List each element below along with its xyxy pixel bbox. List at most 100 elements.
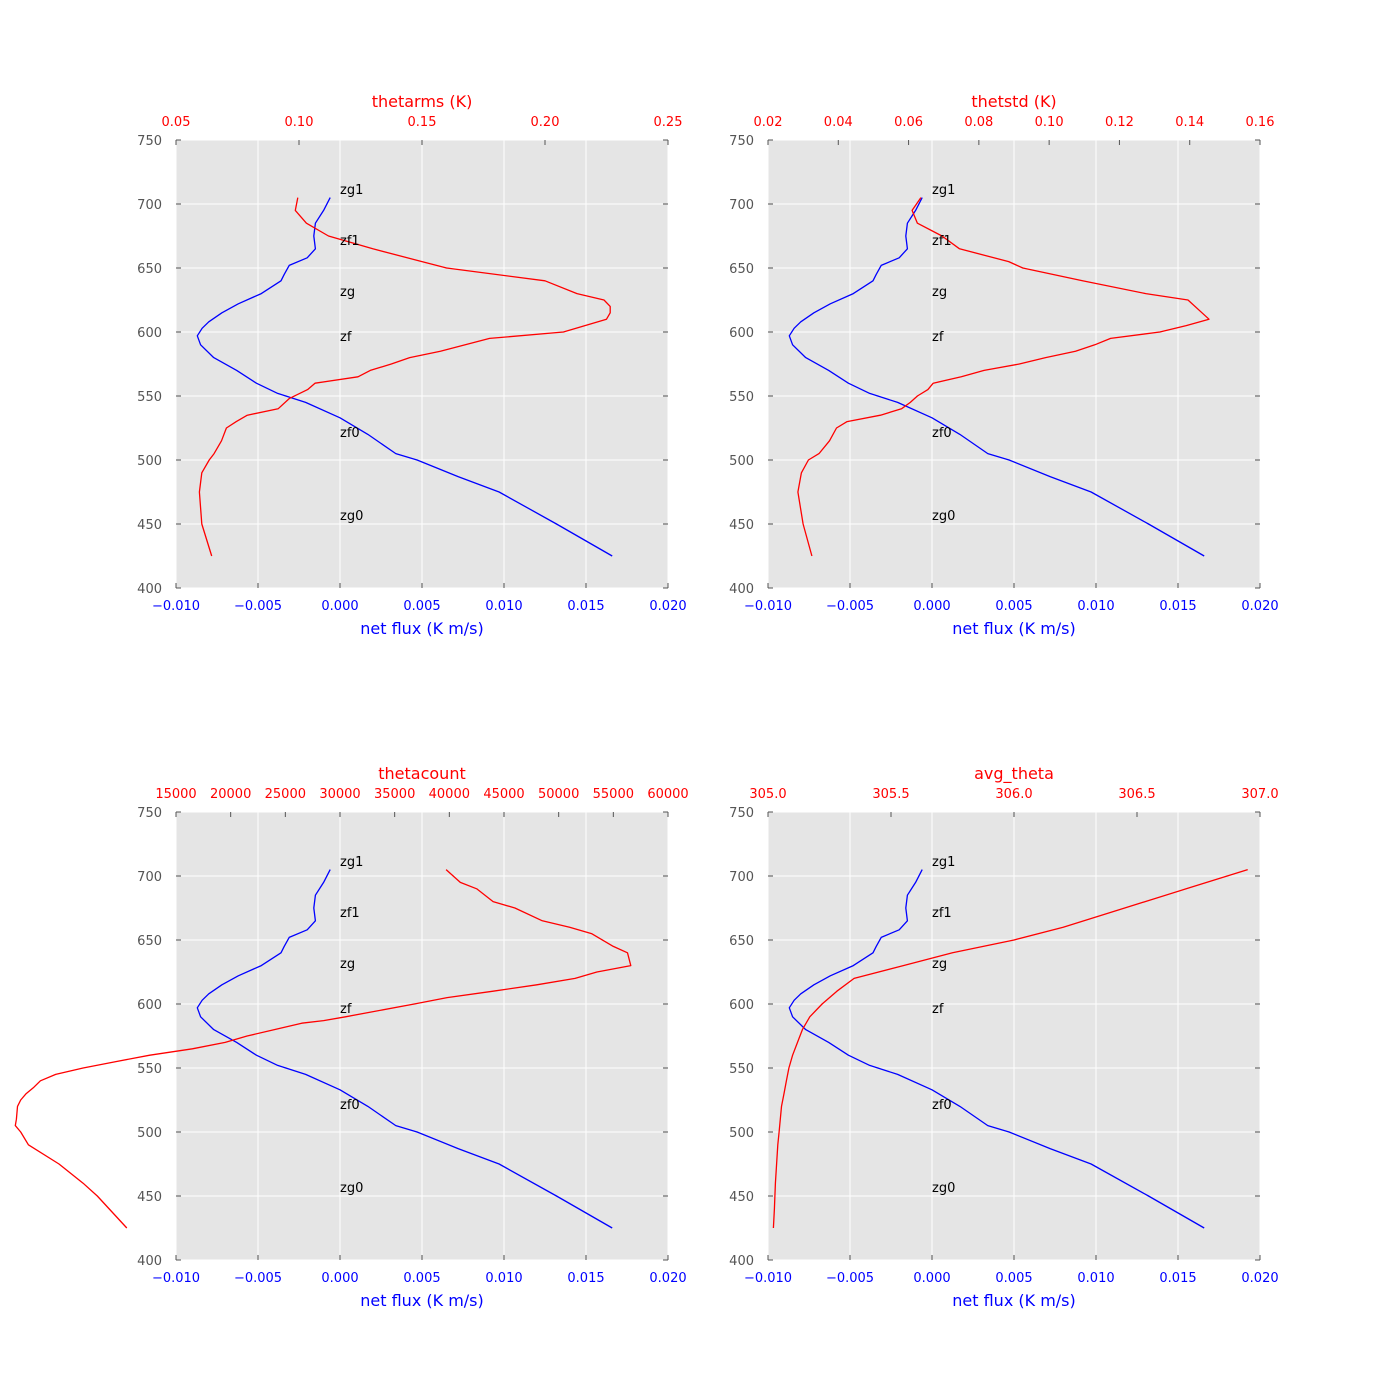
y-tick-label: 700 — [137, 870, 162, 885]
x2-tick-label: 306.0 — [995, 787, 1032, 802]
chart-panel-3: 400 450 500 550 600 650 700 750 −0.010 −0.005 0.00… — [14, 764, 689, 1310]
x2-tick-label: 0.02 — [754, 115, 783, 130]
x-tick-label: −0.005 — [234, 1271, 282, 1286]
chart-panel-4: 400 450 500 550 600 650 700 750 −0.010 −0.005 0.00… — [729, 764, 1278, 1310]
chart-title: thetstd (K) — [971, 92, 1056, 111]
x2-tick-label: 0.10 — [285, 115, 314, 130]
x2-tick-label: 30000 — [319, 787, 360, 802]
annotation-zf: zf — [932, 1002, 944, 1017]
annotation-zf1: zf1 — [340, 234, 360, 249]
x-axis-label: net flux (K m/s) — [952, 619, 1076, 638]
x-tick-label: 0.015 — [1159, 1271, 1196, 1286]
y-tick-label: 750 — [137, 806, 162, 821]
series-line-blue — [196, 869, 613, 1229]
y-tick-label: 500 — [729, 454, 754, 469]
series-line-red — [772, 868, 1248, 1229]
x-tick-label: 0.000 — [913, 1271, 950, 1286]
series-line-blue — [196, 197, 613, 557]
x-tick-label: 0.015 — [567, 1271, 604, 1286]
x-tick-label: 0.010 — [1077, 1271, 1114, 1286]
y-tick-label: 600 — [137, 998, 162, 1013]
y-tick-label: 650 — [137, 934, 162, 949]
x-tick-label: 0.020 — [649, 1271, 686, 1286]
x2-tick-label: 0.25 — [654, 115, 683, 130]
x-tick-label: 0.020 — [649, 599, 686, 614]
y-tick-label: 750 — [729, 806, 754, 821]
annotation-zg0: zg0 — [340, 509, 363, 524]
y-tick-label: 500 — [137, 454, 162, 469]
x2-tick-label: 35000 — [374, 787, 415, 802]
x2-tick-label: 20000 — [210, 787, 251, 802]
y-tick-label: 450 — [729, 1190, 754, 1205]
series-line-red — [198, 197, 611, 557]
y-tick-label: 450 — [137, 1190, 162, 1205]
annotation-zg1: zg1 — [340, 855, 363, 870]
y-tick-label: 550 — [137, 1062, 162, 1077]
x-tick-label: −0.010 — [152, 1271, 200, 1286]
x-tick-label: 0.010 — [485, 1271, 522, 1286]
x-tick-label: 0.005 — [995, 599, 1032, 614]
series-line-blue — [788, 197, 1205, 557]
annotation-zg1: zg1 — [932, 183, 955, 198]
x-tick-label: 0.000 — [913, 599, 950, 614]
annotation-zf0: zf0 — [932, 1098, 952, 1113]
y-tick-label: 700 — [137, 198, 162, 213]
y-tick-label: 550 — [729, 1062, 754, 1077]
x-tick-label: 0.015 — [567, 599, 604, 614]
x2-tick-label: 25000 — [265, 787, 306, 802]
annotation-zf1: zf1 — [340, 906, 360, 921]
x2-tick-label: 307.0 — [1241, 787, 1278, 802]
x2-tick-label: 50000 — [538, 787, 579, 802]
annotation-zf0: zf0 — [932, 426, 952, 441]
y-tick-label: 400 — [729, 1254, 754, 1269]
x2-tick-label: 305.0 — [749, 787, 786, 802]
x-tick-label: 0.000 — [321, 599, 358, 614]
x-axis-label: net flux (K m/s) — [360, 619, 484, 638]
x-tick-label: 0.010 — [485, 599, 522, 614]
y-tick-label: 400 — [137, 1254, 162, 1269]
annotation-zf0: zf0 — [340, 426, 360, 441]
y-tick-label: 600 — [137, 326, 162, 341]
x-tick-label: −0.005 — [826, 1271, 874, 1286]
x2-tick-label: 15000 — [155, 787, 196, 802]
x-tick-label: −0.010 — [152, 599, 200, 614]
annotation-zg0: zg0 — [932, 1181, 955, 1196]
x2-tick-label: 0.12 — [1105, 115, 1134, 130]
x-axis-label: net flux (K m/s) — [360, 1291, 484, 1310]
annotation-zf: zf — [340, 330, 352, 345]
y-tick-label: 750 — [729, 134, 754, 149]
x-tick-label: 0.010 — [1077, 599, 1114, 614]
annotation-zf0: zf0 — [340, 1098, 360, 1113]
y-tick-label: 650 — [137, 262, 162, 277]
chart-panel-1: 400 450 500 550 600 650 700 750 −0.010 −0.005 0.00… — [137, 92, 686, 638]
x-tick-label: −0.010 — [744, 1271, 792, 1286]
series-line-red — [14, 869, 632, 1229]
x-axis-label: net flux (K m/s) — [952, 1291, 1076, 1310]
x2-tick-label: 40000 — [429, 787, 470, 802]
y-tick-label: 600 — [729, 326, 754, 341]
y-tick-label: 450 — [729, 518, 754, 533]
annotation-zf1: zf1 — [932, 906, 952, 921]
y-tick-label: 650 — [729, 934, 754, 949]
x2-tick-label: 55000 — [593, 787, 634, 802]
x-tick-label: −0.005 — [826, 599, 874, 614]
x-tick-label: 0.015 — [1159, 599, 1196, 614]
x2-tick-label: 0.14 — [1175, 115, 1204, 130]
x2-tick-label: 0.16 — [1246, 115, 1275, 130]
x2-tick-label: 0.04 — [824, 115, 853, 130]
x-tick-label: 0.005 — [403, 1271, 440, 1286]
y-tick-label: 500 — [137, 1126, 162, 1141]
y-tick-label: 600 — [729, 998, 754, 1013]
x-tick-label: 0.005 — [995, 1271, 1032, 1286]
annotation-zg1: zg1 — [932, 855, 955, 870]
chart-title: thetacount — [378, 764, 465, 783]
y-tick-label: 550 — [729, 390, 754, 405]
annotation-zf: zf — [932, 330, 944, 345]
annotation-zg: zg — [932, 957, 947, 972]
chart-panel-2: 400 450 500 550 600 650 700 750 −0.010 −0.005 0.00… — [729, 92, 1278, 638]
y-tick-label: 700 — [729, 198, 754, 213]
x2-tick-label: 45000 — [483, 787, 524, 802]
y-tick-label: 750 — [137, 134, 162, 149]
y-tick-label: 700 — [729, 870, 754, 885]
x-tick-label: 0.020 — [1241, 1271, 1278, 1286]
